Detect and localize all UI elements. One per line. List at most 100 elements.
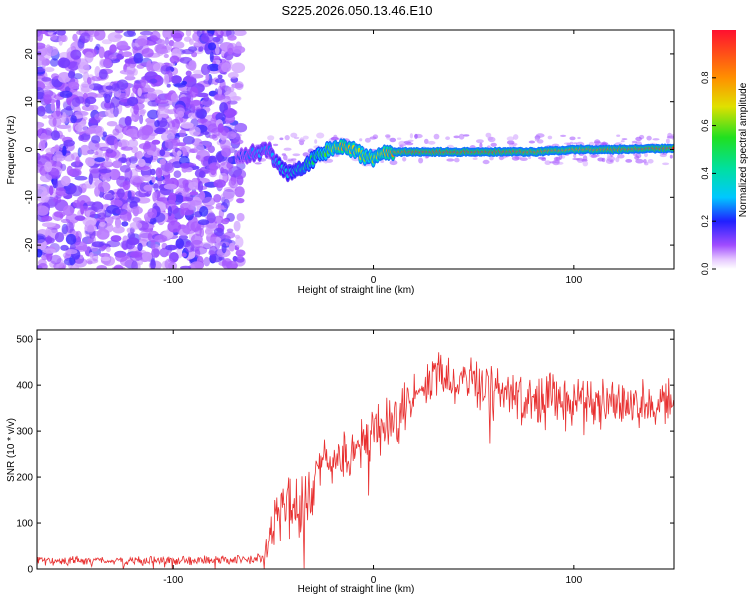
noise-speckle-cell <box>96 265 107 269</box>
colorbar-tick-label: 0.8 <box>700 72 710 85</box>
noise-speckle-cell <box>136 165 151 171</box>
noise-speckle-cell <box>138 108 147 115</box>
noise-speckle-cell <box>111 83 120 92</box>
y-tick-label: 500 <box>16 335 33 346</box>
trace-halo-cell <box>519 157 528 162</box>
noise-speckle-cell <box>96 228 110 240</box>
trace-halo-cell <box>528 140 536 144</box>
trace-halo-cell <box>283 154 288 161</box>
noise-speckle-cell <box>79 144 91 156</box>
noise-speckle-cell <box>99 146 111 152</box>
noise-speckle-cell <box>207 42 217 51</box>
noise-speckle-cell <box>50 130 60 141</box>
y-tick-label: 400 <box>16 381 33 392</box>
noise-speckle-cell <box>131 146 139 154</box>
noise-speckle-cell <box>155 167 163 179</box>
noise-speckle-cell <box>228 177 239 189</box>
noise-speckle-cell <box>131 260 138 269</box>
noise-speckle-cell <box>218 162 233 173</box>
noise-speckle-cell <box>37 54 45 66</box>
noise-speckle-cell <box>189 191 199 196</box>
noise-speckle-cell <box>189 126 201 137</box>
trace-halo-cell <box>665 138 670 144</box>
snr-series-line <box>37 352 674 569</box>
noise-speckle-cell <box>129 221 143 230</box>
noise-speckle-cell <box>102 131 108 138</box>
noise-speckle-cell <box>100 100 114 111</box>
trace-halo-cell <box>506 136 515 141</box>
noise-speckle-cell <box>200 63 211 76</box>
trace-halo-cell <box>544 160 551 165</box>
noise-speckle-cell <box>67 124 72 133</box>
trace-halo-cell <box>427 140 436 145</box>
noise-speckle-cell <box>51 73 59 80</box>
noise-speckle-cell <box>227 86 235 93</box>
noise-speckle-cell <box>119 211 132 222</box>
noise-speckle-cell <box>197 219 210 226</box>
noise-speckle-cell <box>115 252 128 262</box>
noise-speckle-cell <box>113 106 119 118</box>
noise-speckle-cell <box>156 197 171 202</box>
noise-speckle-cell <box>179 162 190 169</box>
noise-speckle-cell <box>182 135 195 145</box>
noise-speckle-cell <box>60 175 71 187</box>
noise-speckle-cell <box>186 76 195 83</box>
noise-speckle-cell <box>172 41 185 49</box>
trace-halo-cell <box>463 134 470 137</box>
noise-speckle-cell <box>82 184 92 189</box>
spectrogram-y-ticks: -20 -10 0 10 20 <box>24 48 674 252</box>
noise-speckle-cell <box>41 215 53 222</box>
noise-speckle-cell <box>109 44 117 54</box>
noise-speckle-cell <box>170 30 185 39</box>
trace-halo-cell <box>372 134 379 139</box>
trace-halo-cell <box>490 142 497 147</box>
noise-speckle-cell <box>55 104 61 117</box>
noise-speckle-cell <box>45 147 56 154</box>
trace-halo-cell <box>582 155 588 162</box>
noise-speckle-cell <box>159 159 167 165</box>
noise-speckle-cell <box>47 82 53 89</box>
noise-speckle-cell <box>38 140 46 152</box>
noise-speckle-cell <box>234 122 248 133</box>
noise-speckle-cell <box>113 264 124 269</box>
trace-halo-cell <box>445 136 450 140</box>
trace-halo-cell <box>433 133 440 140</box>
noise-speckle-cell <box>127 190 132 199</box>
noise-speckle-cell <box>152 89 164 95</box>
noise-speckle-cell <box>180 122 194 129</box>
noise-speckle-cell <box>142 251 153 262</box>
trace-halo-cell <box>487 136 496 143</box>
trace-halo-cell <box>389 160 398 166</box>
trace-halo-cell <box>577 136 581 140</box>
noise-speckle-cell <box>57 57 71 69</box>
trace-core <box>671 146 674 150</box>
noise-speckle-cell <box>236 198 245 204</box>
noise-speckle-cell <box>154 75 162 86</box>
noise-speckle-cell <box>37 205 49 216</box>
trace-halo-cell <box>389 137 397 143</box>
noise-speckle-cell <box>85 127 97 134</box>
noise-speckle-cell <box>43 67 55 73</box>
trace-halo-cell <box>572 157 580 161</box>
trace-halo-cell <box>254 162 262 165</box>
noise-speckle-cell <box>136 150 143 160</box>
noise-speckle-cell <box>164 258 175 269</box>
noise-speckle-cell <box>62 205 75 216</box>
noise-speckle-cell <box>128 139 139 148</box>
noise-speckle-cell <box>98 46 105 59</box>
noise-speckle-cell <box>80 32 91 43</box>
noise-speckle-cell <box>177 150 182 157</box>
noise-speckle-cell <box>233 220 241 232</box>
noise-speckle-cell <box>194 109 203 119</box>
noise-speckle-cell <box>162 178 173 185</box>
noise-speckle-cell <box>234 186 245 198</box>
noise-speckle-cell <box>205 222 219 231</box>
noise-speckle-cell <box>149 78 158 84</box>
trace-halo-cell <box>299 137 304 143</box>
noise-speckle-cell <box>114 124 125 133</box>
trace-halo-cell <box>287 159 294 162</box>
noise-speckle-cell <box>122 180 131 191</box>
trace-halo-cell <box>396 137 402 140</box>
noise-speckle-cell <box>207 63 221 72</box>
noise-speckle-cell <box>199 191 206 200</box>
